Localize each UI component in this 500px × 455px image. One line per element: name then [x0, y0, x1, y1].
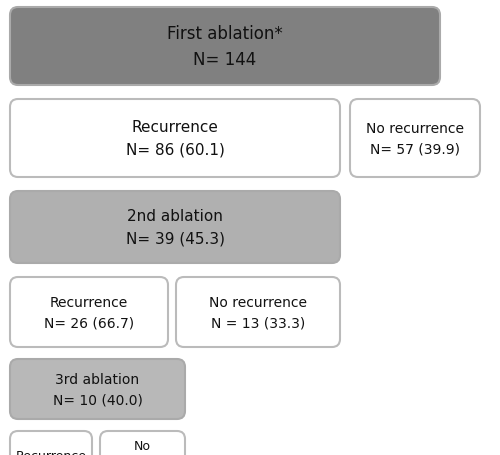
Text: 3rd ablation
N= 10 (40.0): 3rd ablation N= 10 (40.0)	[52, 372, 142, 406]
Text: 2nd ablation
N= 39 (45.3): 2nd ablation N= 39 (45.3)	[126, 209, 224, 246]
FancyBboxPatch shape	[100, 431, 185, 455]
FancyBboxPatch shape	[176, 278, 340, 347]
FancyBboxPatch shape	[10, 8, 440, 86]
Text: No recurrence
N = 13 (33.3): No recurrence N = 13 (33.3)	[209, 295, 307, 329]
Text: Recurrence
N= 86 (60.1): Recurrence N= 86 (60.1)	[126, 120, 224, 157]
FancyBboxPatch shape	[350, 100, 480, 177]
FancyBboxPatch shape	[10, 192, 340, 263]
Text: No
recurrence
N= 4 (40.0): No recurrence N= 4 (40.0)	[106, 440, 179, 455]
FancyBboxPatch shape	[10, 100, 340, 177]
FancyBboxPatch shape	[10, 359, 185, 419]
Text: First ablation*
N= 144: First ablation* N= 144	[167, 25, 283, 69]
Text: Recurrence
N= 6 (60.0): Recurrence N= 6 (60.0)	[14, 449, 88, 455]
FancyBboxPatch shape	[10, 431, 92, 455]
Text: No recurrence
N= 57 (39.9): No recurrence N= 57 (39.9)	[366, 121, 464, 156]
FancyBboxPatch shape	[10, 278, 168, 347]
Text: Recurrence
N= 26 (66.7): Recurrence N= 26 (66.7)	[44, 295, 134, 329]
